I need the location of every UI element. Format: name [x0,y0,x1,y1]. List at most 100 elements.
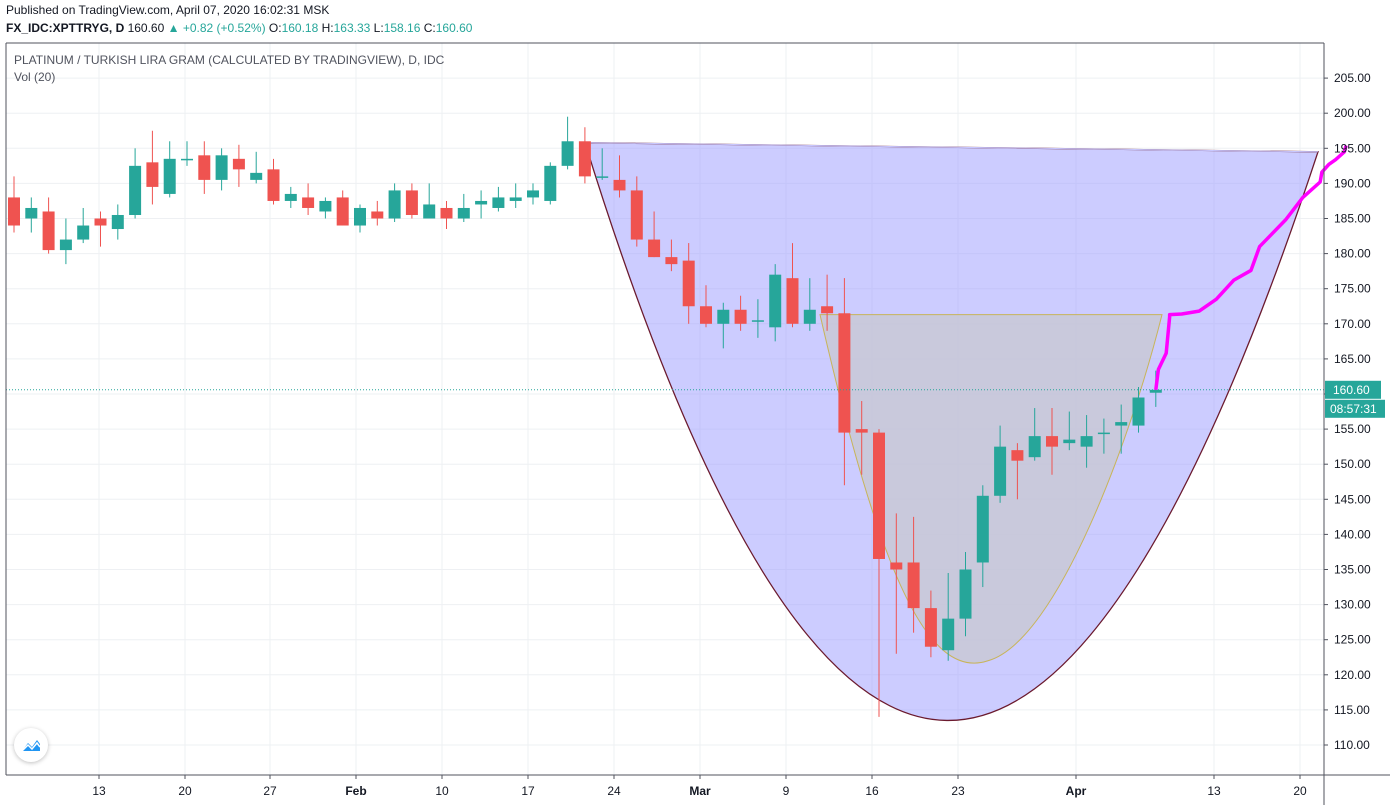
candle [8,176,20,233]
candle-body [1028,436,1041,458]
candle [111,204,124,240]
last-price-tag-label: 160.60 [1333,383,1370,397]
price-change: ▲ +0.82 (+0.52%) [167,21,266,35]
x-tick-label: Apr [1066,784,1087,798]
candle [423,183,436,219]
volume-indicator-legend[interactable]: Vol (20) [14,70,56,84]
candle [232,144,245,187]
candle [838,278,851,486]
y-tick-label: 125.00 [1334,633,1371,647]
y-tick-label: 180.00 [1334,247,1371,261]
candle-body [163,158,176,194]
chart-axes: 110.00 115.00 120.00 125.00 130.00 135.00 140.… [5,42,1390,805]
candle-body [215,155,228,180]
x-tick-label: 20 [178,784,192,798]
candle [284,186,297,208]
y-tick-label: 165.00 [1334,352,1371,366]
candle [302,183,315,215]
x-tick-label: 13 [1207,784,1221,798]
candle [890,513,903,654]
candle-body [700,306,712,324]
candle-body [284,193,297,201]
candle [665,239,678,272]
x-tick-label: 20 [1293,784,1307,798]
candle [959,551,972,637]
candle-body [457,207,470,219]
candle-body [648,239,661,258]
candle [1046,408,1058,475]
candle-body [578,141,591,177]
candle-body [77,225,90,240]
candle-body [129,165,142,215]
x-tick-label: 13 [92,784,106,798]
candle [215,148,228,191]
candlestick-series [8,116,1162,717]
x-tick-label: 17 [521,784,535,798]
candle [1080,415,1093,468]
y-tick-label: 110.00 [1334,738,1370,752]
candle-body [1063,439,1076,444]
candle-body [976,495,989,563]
candle [976,485,989,588]
candle [544,162,557,205]
y-tick-label: 155.00 [1334,422,1371,436]
candle [769,264,782,342]
candle [855,401,868,475]
candle [1132,386,1145,433]
candle-body [267,169,280,201]
candle-body [1046,436,1058,447]
y-tick-label: 135.00 [1334,563,1371,577]
candle-body [751,320,764,322]
candle-body [613,179,626,191]
candle [371,200,384,226]
candle-body [509,197,522,201]
candle [907,516,920,633]
close-label: C: [423,21,436,35]
candle [77,207,90,244]
candle [994,425,1007,503]
candle-body [423,204,436,219]
candle-body [838,313,851,433]
candle [751,299,764,338]
candle-body [250,172,263,180]
candle [42,197,55,254]
published-note: Published on TradingView.com, April 07, … [6,3,330,17]
candle [181,141,193,166]
candle [354,204,366,233]
candle-body [232,158,245,170]
candle [578,127,591,184]
last-price-tag [1325,380,1381,399]
candle-body [302,197,315,208]
candle [319,197,332,219]
last-price: 160.60 [127,21,165,35]
y-tick-label: 200.00 [1334,106,1371,120]
candle [336,190,349,226]
x-tick-label: 24 [607,784,621,798]
open-label: O: [268,21,282,35]
candle [873,429,885,717]
candle [388,183,401,223]
candle-body [994,446,1007,496]
candle [1028,408,1041,461]
series-legend[interactable]: PLATINUM / TURKISH LIRA GRAM (CALCULATED… [14,53,445,67]
candle [440,200,453,230]
y-tick-label: 115.00 [1334,703,1370,717]
candle [457,193,470,223]
candle-body [1097,432,1110,435]
x-tick-label: 23 [951,784,965,798]
candle-body [786,278,799,324]
candle-body [1132,397,1145,426]
candle [527,183,539,205]
countdown-tag [1325,399,1385,418]
candle-body [527,190,539,198]
candle-body [1115,422,1128,426]
candle-body [371,211,384,219]
candle-body [803,309,816,324]
candle-body [111,214,124,230]
countdown-tag-label: 08:57:31 [1330,402,1377,416]
candle [1115,404,1128,454]
candle-body [25,207,38,219]
candle-body [492,197,505,208]
tradingview-logo[interactable] [14,728,48,762]
